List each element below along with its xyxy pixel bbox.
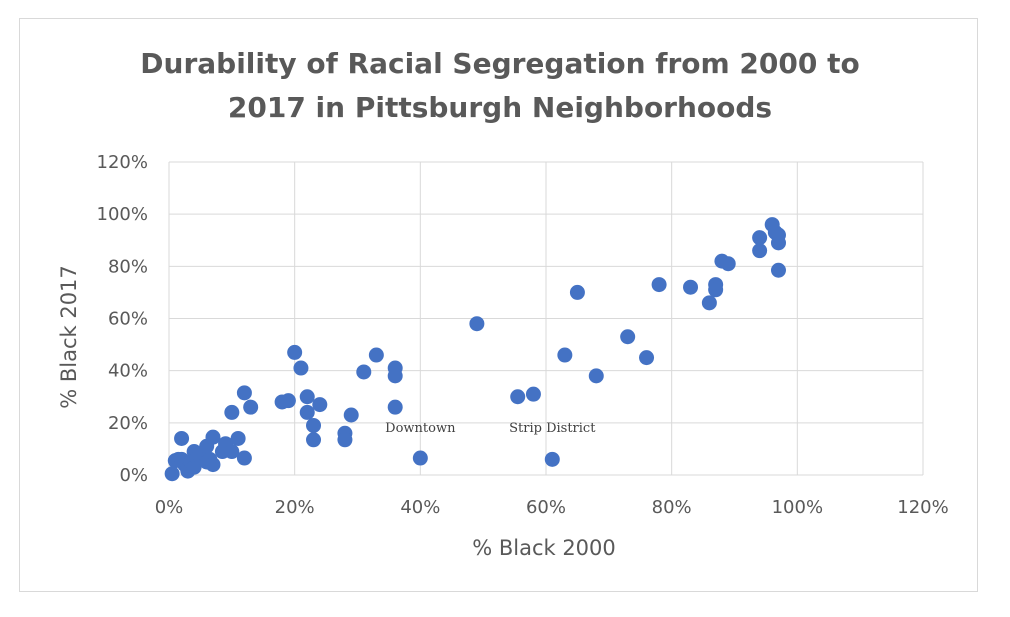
data-point xyxy=(236,385,252,401)
data-point xyxy=(174,430,190,446)
y-axis-title: % Black 2017 xyxy=(57,265,81,409)
data-point xyxy=(224,444,240,460)
x-tick-label: 40% xyxy=(400,497,440,518)
data-point xyxy=(651,277,667,293)
data-point xyxy=(708,282,724,298)
chart-title-line-2: 2017 in Pittsburgh Neighborhoods xyxy=(228,91,772,124)
x-tick-label: 80% xyxy=(652,497,692,518)
data-point xyxy=(164,466,180,482)
gridlines xyxy=(168,161,924,476)
data-point xyxy=(356,364,372,380)
x-axis-title: % Black 2000 xyxy=(472,536,616,560)
data-point xyxy=(387,368,403,384)
data-point xyxy=(205,429,221,445)
data-point xyxy=(752,230,768,246)
data-point xyxy=(343,407,359,423)
data-point xyxy=(412,450,428,466)
data-point xyxy=(280,393,296,409)
data-point xyxy=(770,235,786,251)
data-point xyxy=(683,279,699,295)
y-tick-label: 120% xyxy=(97,152,148,173)
data-point xyxy=(205,457,221,473)
y-tick-label: 40% xyxy=(108,361,148,382)
chart-frame: 0% 20% 40% 60% 80% 100% 120% 0% 20% 40% 60% 80% 100%… xyxy=(19,18,978,592)
data-point xyxy=(770,262,786,278)
data-point xyxy=(287,344,303,360)
data-point xyxy=(469,316,485,332)
y-tick-label: 0% xyxy=(119,465,148,486)
data-point xyxy=(293,360,309,376)
data-points xyxy=(164,217,786,482)
data-point xyxy=(510,389,526,405)
tick-labels: 0% 20% 40% 60% 80% 100% 120% 0% 20% 40% 60% 80% 100%… xyxy=(97,152,949,518)
x-tick-label: 20% xyxy=(275,497,315,518)
data-point xyxy=(752,243,768,259)
annotation-label: Strip District xyxy=(509,421,596,436)
x-tick-label: 60% xyxy=(526,497,566,518)
y-tick-label: 100% xyxy=(97,204,148,225)
data-point xyxy=(544,451,560,467)
data-point xyxy=(639,350,655,366)
data-point xyxy=(557,347,573,363)
data-point xyxy=(243,399,259,415)
chart-title-line-1: Durability of Racial Segregation from 20… xyxy=(140,47,859,80)
data-point xyxy=(236,450,252,466)
scatter-chart: 0% 20% 40% 60% 80% 100% 120% 0% 20% 40% 60% 80% 100%… xyxy=(57,47,949,560)
data-point xyxy=(588,368,604,384)
data-point xyxy=(299,389,315,405)
data-point xyxy=(306,432,322,448)
y-tick-label: 80% xyxy=(108,256,148,277)
data-point xyxy=(368,347,384,363)
data-point xyxy=(569,284,585,300)
data-point xyxy=(306,417,322,433)
data-point xyxy=(230,430,246,446)
data-point xyxy=(720,256,736,272)
x-tick-label: 120% xyxy=(897,497,948,518)
data-point xyxy=(337,432,353,448)
data-point xyxy=(224,404,240,420)
data-point xyxy=(312,397,328,413)
annotations: Downtown Strip District xyxy=(385,421,596,436)
x-tick-label: 100% xyxy=(772,497,823,518)
x-tick-label: 0% xyxy=(155,497,184,518)
data-point xyxy=(525,386,541,402)
data-point xyxy=(701,295,717,311)
data-point xyxy=(620,329,636,345)
y-tick-label: 20% xyxy=(108,413,148,434)
data-point xyxy=(299,404,315,420)
annotation-label: Downtown xyxy=(385,421,456,436)
y-tick-label: 60% xyxy=(108,309,148,330)
data-point xyxy=(387,399,403,415)
